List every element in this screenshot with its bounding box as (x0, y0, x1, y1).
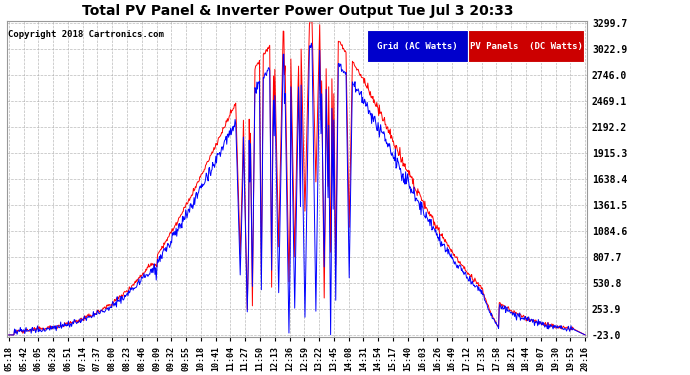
Bar (367, 30, 469, 62)
Text: PV Panels  (DC Watts): PV Panels (DC Watts) (470, 42, 582, 51)
Bar (469, 30, 584, 62)
Text: Copyright 2018 Cartronics.com: Copyright 2018 Cartronics.com (8, 30, 164, 39)
Text: Grid (AC Watts): Grid (AC Watts) (377, 42, 458, 51)
Title: Total PV Panel & Inverter Power Output Tue Jul 3 20:33: Total PV Panel & Inverter Power Output T… (81, 4, 513, 18)
